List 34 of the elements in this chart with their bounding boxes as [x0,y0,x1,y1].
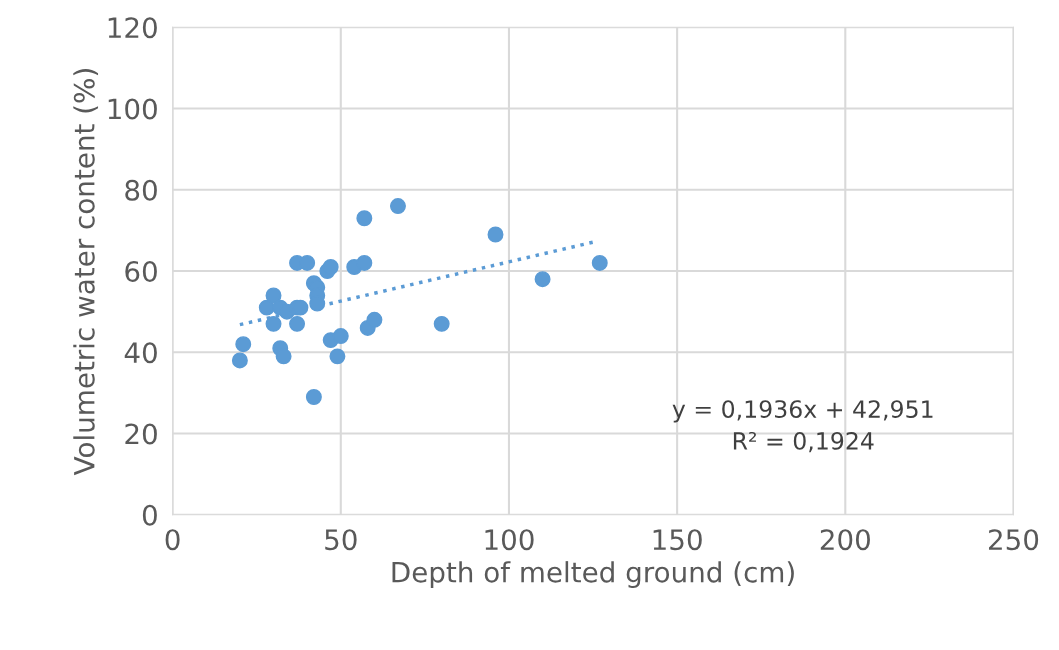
point [322,259,339,275]
x-tick-label: 200 [820,529,870,551]
y-axis-title: Volumetric water content (%) [73,69,99,476]
point [487,226,504,243]
point [231,352,248,369]
point [591,254,608,271]
point [332,328,349,345]
x-tick-label: 250 [988,529,1039,551]
y-tick-label: 120 [108,17,157,39]
y-tick-label: 100 [108,98,157,120]
annotation: y = 0,1936x + 42,951 R² = 0,1924 [672,400,933,453]
point [534,271,551,288]
y-tick-label: 0 [142,504,157,526]
x-tick-label: 0 [165,529,180,551]
y-tick-label: 80 [125,179,157,201]
point [356,254,373,271]
point [389,198,406,215]
point [265,287,282,304]
point [235,336,252,353]
y-tick-label: 60 [125,260,157,282]
point [366,311,383,328]
point [356,210,373,227]
x-tick-label: 100 [485,529,534,551]
point [433,315,450,332]
x-tick-label: 150 [653,529,702,551]
point [265,315,282,332]
point [275,348,292,365]
point [305,389,322,405]
y-tick-label: 40 [124,342,157,364]
x-tick-label: 50 [325,529,357,551]
y-tick-label: 20 [125,423,157,445]
point [329,348,346,365]
point [289,315,306,332]
x-axis-title: Depth of melted ground (cm) [392,561,794,589]
